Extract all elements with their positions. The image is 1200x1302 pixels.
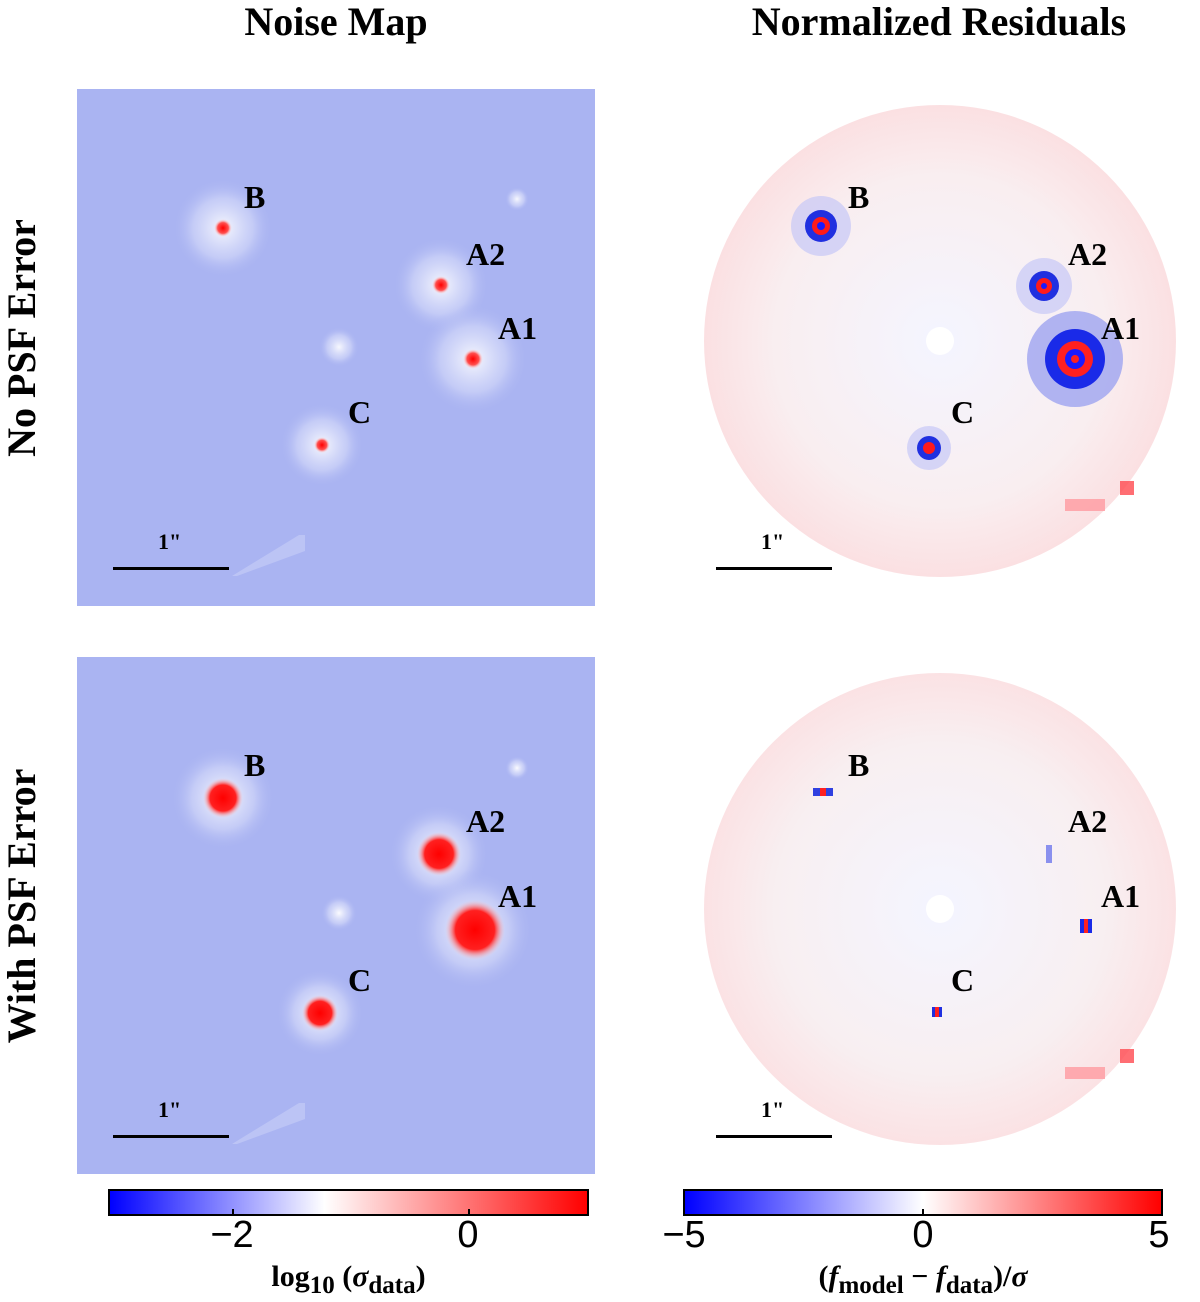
masked-center [926,327,954,355]
faint-source [505,756,529,780]
lens-galaxy [321,895,357,931]
scale-bar [113,1135,229,1138]
image-C-core [302,995,338,1031]
label-A2: A2 [1068,803,1108,839]
colorbar-tick-label: −5 [662,1214,706,1256]
residual-A2 [1046,845,1052,863]
colorbar-tick-label: 0 [457,1214,479,1256]
faint-source [505,187,529,211]
label-A1: A1 [498,310,538,346]
noise-map-image [77,657,595,1174]
colorbar-tick [468,1209,470,1216]
label-A2: A2 [466,803,506,839]
colorbar-tick-label: 5 [1148,1214,1170,1256]
scale-bar-label: 1" [158,1097,182,1122]
label-C: C [348,962,372,998]
residuals-image [704,673,1176,1145]
colorbar-tick [232,1209,234,1216]
masked-center [926,895,954,923]
residuals-panel-with-psf: B A2 A1 C 1" [680,657,1198,1174]
lens-galaxy [319,327,359,367]
colorbar-tick-label: 0 [912,1214,934,1256]
label-A1: A1 [1101,310,1141,346]
residual-speckle [1120,1049,1134,1063]
residuals-panel-no-psf: B A2 A1 C 1" [680,89,1198,606]
noise-map-panel-with-psf: B A2 A1 C 1" [77,657,595,1174]
image-A2-core [432,276,450,294]
label-C: C [951,394,975,430]
scale-bar [716,567,832,570]
scale-bar [113,567,229,570]
colorbar-noise [108,1189,589,1216]
image-A1-core [463,349,483,369]
residual-A2 [1016,258,1072,314]
image-C-core [314,437,330,453]
residuals-title: Normalized Residuals [751,0,1127,44]
label-B: B [848,747,870,783]
residuals-image [704,105,1176,577]
residual-C [907,426,951,470]
label-A2: A2 [466,236,506,272]
residual-A1 [1027,311,1123,407]
colorbar-noise-label: log10 (σdata) [271,1260,426,1299]
row-title-no-psf: No PSF Error [0,219,44,457]
scale-bar-label: 1" [158,529,182,554]
label-B: B [244,179,266,215]
scale-bar-label: 1" [761,529,785,554]
label-C: C [348,394,372,430]
artifact [232,535,305,576]
colorbar-tick [922,1209,924,1216]
colorbar-tick-label: −2 [210,1214,254,1256]
image-A2-core [417,832,461,876]
label-A2: A2 [1068,236,1108,272]
scale-bar [716,1135,832,1138]
row-title-with-psf: With PSF Error [0,768,44,1044]
label-B: B [848,179,870,215]
residual-speckle [1120,481,1134,495]
label-A1: A1 [1101,878,1141,914]
label-B: B [244,747,266,783]
residual-speckle [1065,1067,1105,1079]
colorbar-residuals-label: (fmodel − fdata)/σ [818,1260,1028,1299]
image-B-core [203,778,243,818]
artifact [232,1103,305,1144]
residual-B [791,196,851,256]
scale-bar-label: 1" [761,1097,785,1122]
residual-speckle [1065,499,1105,511]
label-A1: A1 [498,878,538,914]
image-A1-core [445,900,505,960]
image-B-core [214,219,232,237]
noise-map-image [77,89,595,606]
noise-map-panel-no-psf: B A2 A1 C 1" [77,89,595,606]
label-C: C [951,962,975,998]
noise-map-title: Noise Map [244,0,428,44]
